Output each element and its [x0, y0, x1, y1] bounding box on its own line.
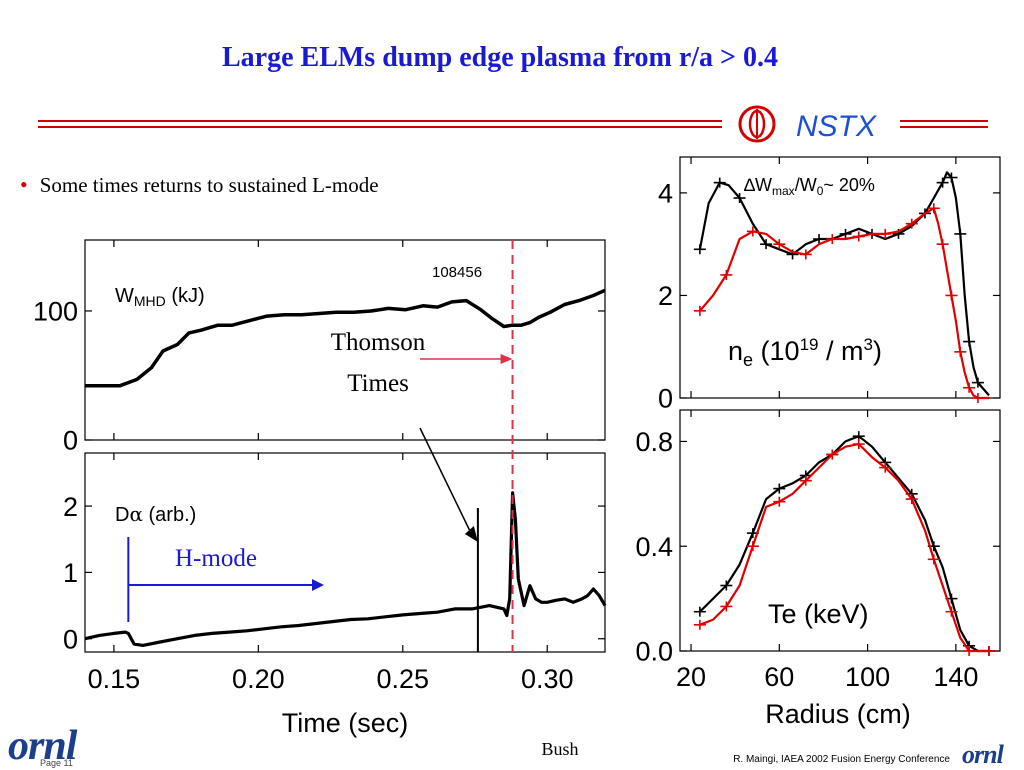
thomson-label-line2: Times	[347, 370, 409, 397]
hmode-arrow-head-icon	[312, 579, 324, 591]
chart-ne: 0 2 4 ∆Wmax/W0~ 20% ne (1019 / m3)	[658, 156, 1001, 414]
te-xtick-label: 60	[764, 662, 794, 692]
left-annotations: Thomson Times	[331, 240, 514, 652]
wmhd-label-rest: (kJ)	[166, 285, 205, 307]
ornl-logo-right: ornl	[962, 740, 1004, 769]
slide-title: Large ELMs dump edge plasma from r/a > 0…	[222, 42, 778, 73]
bullet-text: Some times returns to sustained L-mode	[39, 173, 379, 197]
chart-dalpha: 0 1 2 0.15 0.20 0.25 0.30 Time (sec) Dα (arb.) H-…	[63, 452, 607, 738]
dalpha-xtick-label: 0.20	[232, 664, 285, 694]
header-rule	[38, 120, 988, 128]
chart-te: 0.0 0.4 0.8 20 60 100 140 Radius (cm) Te (keV)	[635, 409, 1001, 729]
te-ytick-label: 0.0	[635, 637, 673, 667]
bullet-item: • Some times returns to sustained L-mode	[20, 172, 379, 198]
ne-label: ne (1019 / m3)	[728, 335, 882, 370]
te-label: Te (keV)	[768, 599, 869, 629]
dalpha-series-line	[84, 491, 607, 648]
nstx-emblem-icon	[738, 105, 776, 143]
dalpha-label-rest: (arb.)	[143, 504, 196, 526]
page-number: Page 11	[40, 758, 73, 768]
te-xlabel: Radius (cm)	[765, 699, 911, 729]
dalpha-xtick-label: 0.25	[376, 664, 429, 694]
dalpha-ytick-label: 1	[63, 558, 78, 588]
dalpha-ytick-label: 0	[63, 624, 78, 654]
dalpha-label: Dα (arb.)	[115, 502, 196, 526]
hmode-label: H-mode	[175, 545, 257, 572]
dalpha-ytick-label: 2	[63, 492, 78, 522]
ne-ytick-label: 4	[658, 179, 673, 209]
shot-number-label: 108456	[432, 264, 482, 281]
wmhd-label-sub: MHD	[134, 293, 166, 309]
ne-series-line	[698, 171, 990, 397]
wmhd-ytick-label: 100	[33, 297, 78, 327]
te-ytick-label: 0.4	[635, 532, 673, 562]
te-xtick-label: 140	[933, 662, 978, 692]
dalpha-xtick-label: 0.15	[88, 664, 141, 694]
wmhd-series-line	[85, 288, 606, 388]
te-xtick-label: 100	[845, 662, 890, 692]
footer-author: Bush	[541, 739, 579, 759]
dalpha-label-greek: α	[129, 502, 143, 526]
ne-ytick-label: 2	[658, 281, 673, 311]
thomson-black-arrow-line	[419, 427, 473, 536]
nstx-logo-text: NSTX	[796, 110, 877, 143]
te-frame	[679, 409, 1001, 652]
footer-credit: R. Maingi, IAEA 2002 Fusion Energy Confe…	[733, 754, 950, 765]
thomson-black-arrow-head-icon	[464, 526, 478, 542]
wmhd-label: WMHD (kJ)	[115, 285, 205, 309]
thomson-label-line1: Thomson	[331, 329, 426, 356]
bullet-dot-icon: •	[20, 172, 28, 197]
ne-frame	[679, 156, 1001, 399]
wmhd-frame	[84, 239, 606, 441]
dalpha-xlabel: Time (sec)	[282, 708, 409, 738]
nstx-logo: NSTX	[738, 105, 877, 143]
te-xtick-label: 20	[676, 662, 706, 692]
dalpha-frame	[84, 452, 606, 653]
wmhd-ytick-label: 0	[63, 426, 78, 456]
chart-wmhd: 0 100 108456 WMHD (kJ)	[33, 239, 606, 456]
ne-delta-w-annotation: ∆Wmax/W0~ 20%	[744, 175, 875, 198]
thomson-red-arrow-head-icon	[500, 354, 513, 364]
ne-ytick-label: 0	[658, 384, 673, 414]
dalpha-xtick-label: 0.30	[521, 664, 574, 694]
te-ytick-label: 0.8	[635, 427, 673, 457]
ornl-logo-left: ornl	[8, 723, 77, 769]
